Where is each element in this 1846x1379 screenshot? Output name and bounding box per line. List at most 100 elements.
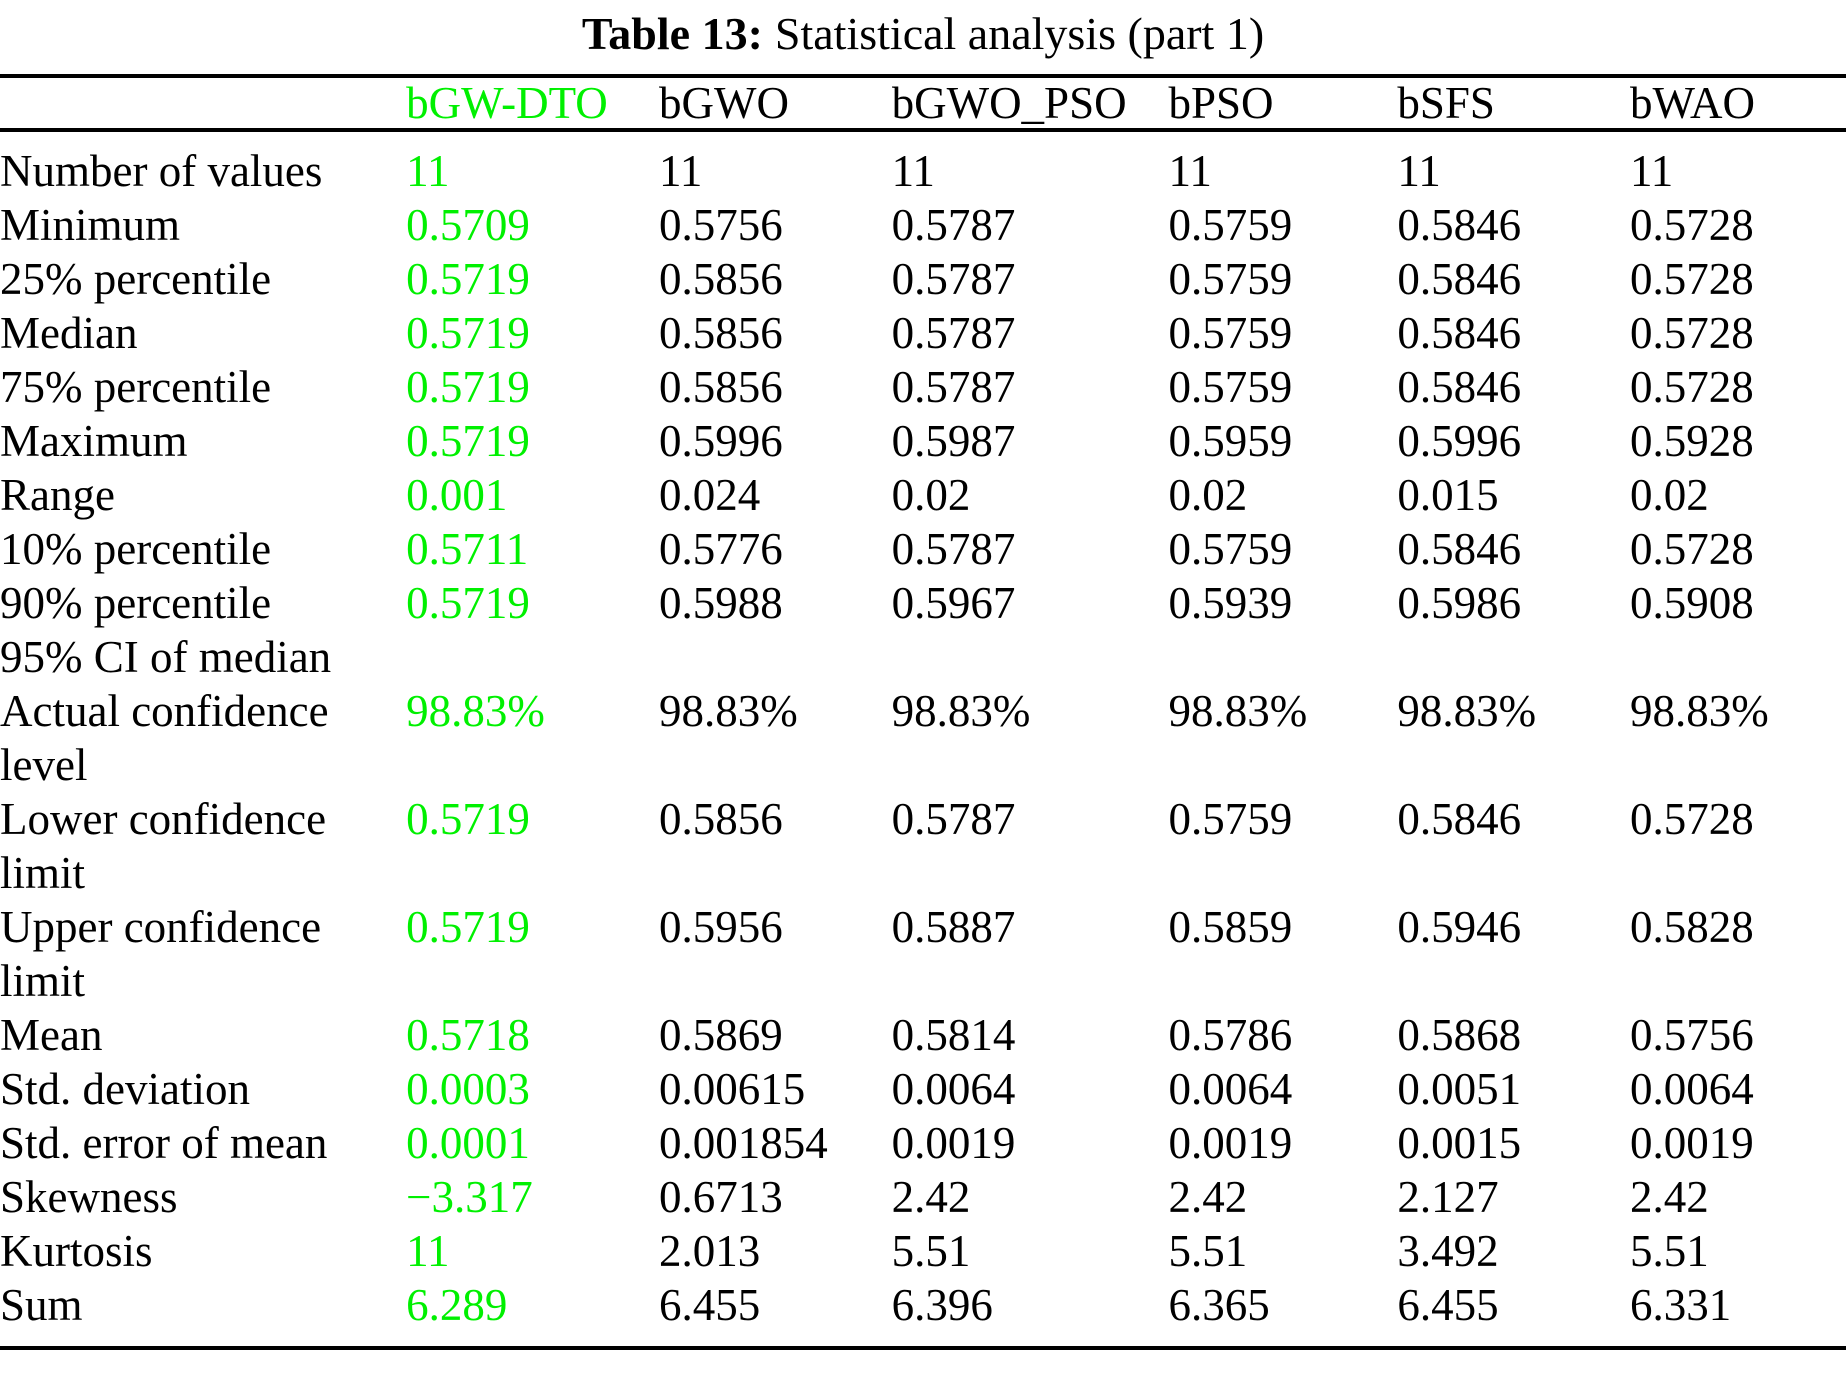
table-cell: 0.5868	[1397, 1010, 1522, 1060]
table-cell: 0.5718	[406, 1010, 530, 1060]
table-cell: 0.6713	[659, 1172, 783, 1222]
table-cell: 5.51	[1629, 1226, 1709, 1276]
header-bsfs: bSFS	[1397, 76, 1630, 132]
table-cell: 98.83%	[1168, 686, 1308, 736]
table-cell: 0.5759	[1168, 524, 1293, 574]
table-cell: 0.5846	[1397, 254, 1522, 304]
table-row: Kurtosis 11 2.013 5.51 5.51 3.492 5.51	[0, 1224, 1846, 1278]
row-label: Sum	[0, 1280, 83, 1330]
table-row: Range 0.001 0.024 0.02 0.02 0.015 0.02	[0, 468, 1846, 522]
table-cell: 0.5939	[1168, 578, 1293, 628]
table-cell: 0.5846	[1397, 524, 1522, 574]
table-cell: 98.83%	[891, 686, 1031, 736]
table-cell: 6.455	[1397, 1280, 1499, 1330]
table-cell: 98.83%	[659, 686, 798, 736]
table-cell: 0.5887	[891, 902, 1016, 952]
table-row: Maximum 0.5719 0.5996 0.5987 0.5959 0.5996 0.5…	[0, 414, 1846, 468]
table-cell	[1630, 630, 1846, 684]
table-row: Lower confidence limit 0.5719 0.5856 0.5787…	[0, 792, 1846, 900]
table-cell: 0.024	[659, 470, 761, 520]
table-row: 75% percentile 0.5719 0.5856 0.5787 0.5759 0.…	[0, 360, 1846, 414]
table-cell: 0.0019	[1168, 1118, 1293, 1168]
table-cell: 11	[1629, 146, 1674, 196]
table-cell: 0.02	[891, 470, 971, 520]
row-label: Std. error of mean	[0, 1118, 328, 1168]
table-cell: 0.5787	[891, 254, 1016, 304]
table-cell: 0.5709	[406, 200, 530, 250]
table-cell: 0.5846	[1397, 308, 1522, 358]
row-label: Skewness	[0, 1172, 178, 1222]
table-cell: 0.5787	[891, 308, 1016, 358]
table-cell: 0.00615	[659, 1064, 806, 1114]
table-caption: Table 13: Statistical analysis (part 1)	[0, 0, 1846, 62]
table-cell: 0.5759	[1168, 362, 1293, 412]
row-label: Number of values	[0, 146, 323, 196]
table-cell: 0.0003	[406, 1064, 530, 1114]
table-cell: 98.83%	[406, 686, 545, 736]
row-label: Lower confidence limit	[0, 794, 327, 898]
row-label: 75% percentile	[0, 362, 272, 412]
table-cell: 0.02	[1629, 470, 1709, 520]
table-cell: 6.289	[406, 1280, 508, 1330]
table-cell: 0.5828	[1629, 902, 1754, 952]
table-row: Actual confidence level 98.83% 98.83% 98.83…	[0, 684, 1846, 792]
table-cell: 0.5787	[891, 794, 1016, 844]
header-bgwo-pso: bGWO_PSO	[891, 76, 1169, 132]
table-cell: 0.5946	[1397, 902, 1522, 952]
table-cell: 0.5859	[1168, 902, 1293, 952]
table-cell: 11	[406, 146, 450, 196]
table-cell: 5.51	[891, 1226, 971, 1276]
header-bgw-dto: bGW-DTO	[406, 76, 659, 132]
table-cell: 0.5996	[659, 416, 783, 466]
table-cell: 2.127	[1397, 1172, 1499, 1222]
table-row: Skewness −3.317 0.6713 2.42 2.42 2.127 2.42	[0, 1170, 1846, 1224]
table-row: Mean 0.5718 0.5869 0.5814 0.5786 0.5868 0.5756	[0, 1008, 1846, 1062]
table-cell: 2.42	[1168, 1172, 1248, 1222]
table-cell: 0.5728	[1629, 308, 1754, 358]
table-row: Median 0.5719 0.5856 0.5787 0.5759 0.5846 0.57…	[0, 306, 1846, 360]
row-label: Median	[0, 308, 138, 358]
table-cell: 0.5719	[406, 902, 530, 952]
table-cell: 3.492	[1397, 1226, 1499, 1276]
table-cell: 0.5928	[1629, 416, 1754, 466]
table-row: Number of values 11 11 11 11 11 11	[0, 130, 1846, 198]
table-cell: 0.5728	[1629, 524, 1754, 574]
table-cell: 0.5719	[406, 308, 530, 358]
table-cell: 0.5728	[1629, 200, 1754, 250]
table-cell: 11	[406, 1226, 450, 1276]
table-cell: 11	[1168, 146, 1212, 196]
table-cell: 2.42	[891, 1172, 971, 1222]
table-cell: 0.5869	[659, 1010, 783, 1060]
table-cell: 0.5719	[406, 578, 530, 628]
table-cell	[1397, 630, 1630, 684]
table-cell: 0.001854	[659, 1118, 828, 1168]
table-row: 90% percentile 0.5719 0.5988 0.5967 0.5939 0.…	[0, 576, 1846, 630]
row-label: Kurtosis	[0, 1226, 153, 1276]
table-cell: 0.0064	[1629, 1064, 1754, 1114]
header-row: bGW-DTO bGWO bGWO_PSO bPSO bSFS bWAO	[0, 76, 1846, 132]
table-cell: 6.455	[659, 1280, 761, 1330]
table-cell: 0.5759	[1168, 254, 1293, 304]
table-cell: 0.015	[1397, 470, 1499, 520]
table-cell: 0.001	[406, 470, 508, 520]
table-cell: 0.5756	[659, 200, 783, 250]
table-cell: 0.5759	[1168, 794, 1293, 844]
table-cell	[892, 630, 1169, 684]
table-cell: 0.5846	[1397, 362, 1522, 412]
table-cell: 0.5756	[1629, 1010, 1754, 1060]
row-label: 10% percentile	[0, 524, 272, 574]
table-cell: 0.0064	[891, 1064, 1016, 1114]
table-cell: 0.5996	[1397, 416, 1522, 466]
header-bgwo: bGWO	[659, 76, 892, 132]
table-cell: 0.5787	[891, 200, 1016, 250]
table-cell: 0.5728	[1629, 794, 1754, 844]
table-cell: 11	[1397, 146, 1441, 196]
table-cell: 6.365	[1168, 1280, 1270, 1330]
table-cell: 0.5988	[659, 578, 783, 628]
table-cell: 0.5908	[1629, 578, 1754, 628]
row-label: Std. deviation	[0, 1064, 250, 1114]
table-cell	[659, 630, 892, 684]
table-cell: 0.5728	[1629, 362, 1754, 412]
table-cell: 0.02	[1168, 470, 1248, 520]
table-row: Std. error of mean 0.0001 0.001854 0.0019 0.…	[0, 1116, 1846, 1170]
